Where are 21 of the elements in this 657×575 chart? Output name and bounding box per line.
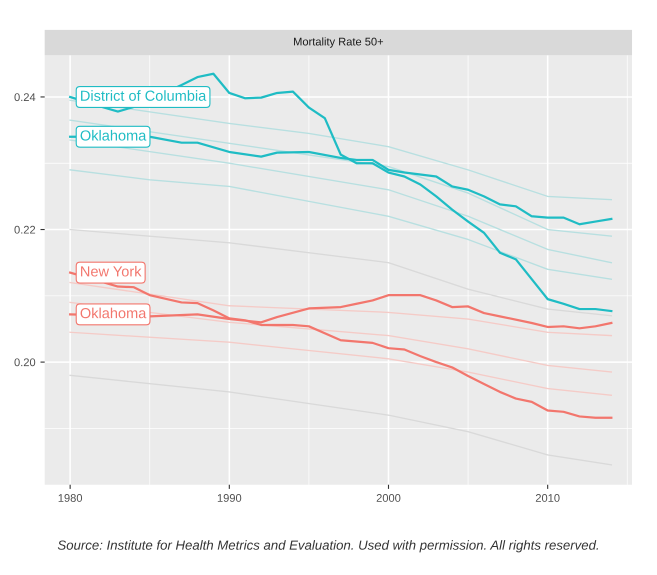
series-label: Oklahoma bbox=[80, 130, 146, 141]
chart-title: Mortality Rate 50+ bbox=[294, 37, 384, 48]
x-tick-label: 1980 bbox=[58, 494, 82, 502]
x-tick-label: 2000 bbox=[376, 494, 400, 502]
x-tick-label: 1990 bbox=[218, 494, 242, 502]
line-series bbox=[69, 282, 612, 336]
series-label: Oklahoma bbox=[80, 308, 146, 318]
line-series bbox=[69, 169, 612, 280]
line-series bbox=[69, 100, 612, 200]
line-series bbox=[69, 139, 612, 264]
line-series bbox=[69, 228, 612, 316]
y-tick-label: 0.24 bbox=[14, 93, 36, 102]
line-series bbox=[69, 374, 612, 466]
x-tick-label: 2010 bbox=[536, 494, 560, 502]
source-note: Source: Institute for Health Metrics and Evaluation. Used with permission. All rights reserved. bbox=[58, 540, 598, 552]
y-tick-label: 0.22 bbox=[14, 226, 36, 234]
series-label: District of Columbia bbox=[81, 90, 206, 101]
series-label: New York bbox=[81, 266, 142, 277]
line-series bbox=[69, 332, 612, 396]
line-series bbox=[69, 119, 612, 237]
y-tick-label: 0.20 bbox=[14, 358, 36, 366]
